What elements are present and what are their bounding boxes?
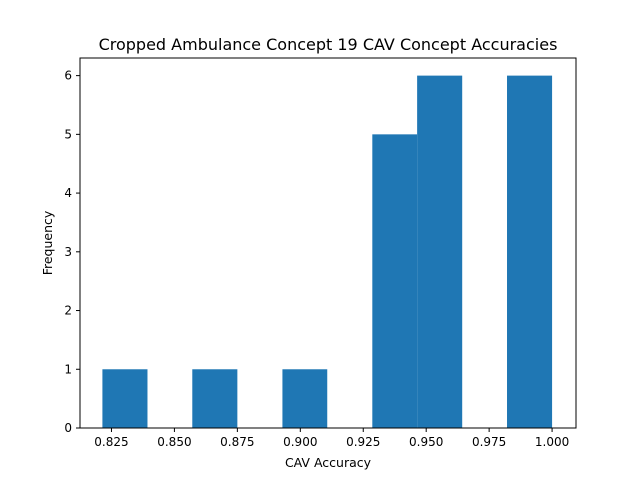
y-tick-label: 3	[64, 245, 72, 259]
x-axis-label: CAV Accuracy	[285, 455, 372, 470]
histogram-bar-4	[282, 369, 328, 428]
histogram-bar-7	[417, 75, 463, 428]
x-tick-label: 0.850	[157, 435, 191, 449]
y-tick-label: 5	[64, 127, 72, 141]
histogram-bar-9	[507, 75, 553, 428]
histogram-bar-0	[102, 369, 148, 428]
y-tick-label: 4	[64, 186, 72, 200]
y-axis-ticks: 0 1 2 3 4 5 6	[64, 69, 80, 435]
x-tick-label: 0.900	[283, 435, 317, 449]
x-axis-ticks: 0.825 0.850 0.875 0.900 0.925 0.950 0.975 1.000	[94, 428, 569, 449]
y-tick-label: 0	[64, 421, 72, 435]
bars-group	[102, 75, 553, 428]
x-tick-label: 0.875	[220, 435, 254, 449]
x-tick-label: 0.975	[472, 435, 506, 449]
histogram-bar-2	[192, 369, 238, 428]
chart-title: Cropped Ambulance Concept 19 CAV Concept…	[99, 35, 558, 54]
x-tick-label: 0.925	[346, 435, 380, 449]
x-tick-label: 0.950	[409, 435, 443, 449]
x-tick-label: 0.825	[94, 435, 128, 449]
y-tick-label: 6	[64, 69, 72, 83]
y-axis-label: Frequency	[40, 210, 55, 275]
plot-frame	[79, 57, 577, 429]
histogram-bar-6	[372, 134, 418, 428]
y-tick-label: 2	[64, 304, 72, 318]
y-tick-label: 1	[64, 362, 72, 376]
x-tick-label: 1.000	[535, 435, 569, 449]
